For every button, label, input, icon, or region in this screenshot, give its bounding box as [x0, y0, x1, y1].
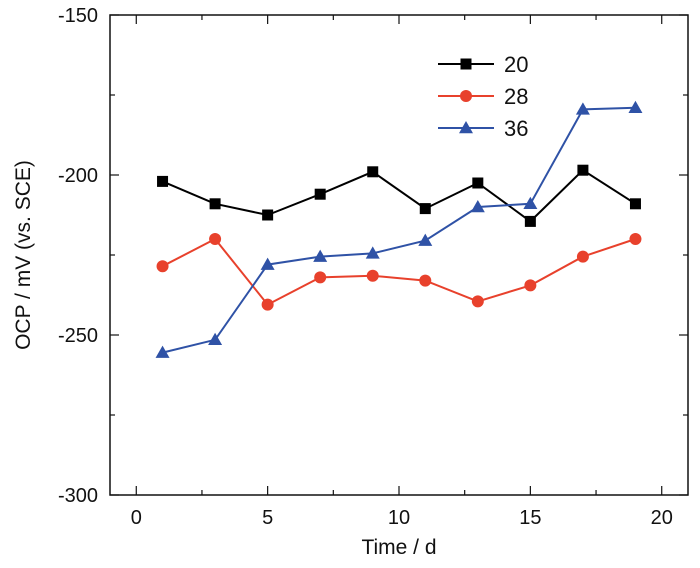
data-point-20 — [367, 166, 379, 178]
y-tick-label: -150 — [58, 5, 98, 27]
series-20 — [157, 164, 641, 227]
legend-label: 20 — [504, 52, 528, 77]
legend-entry-20: 20 — [438, 52, 528, 77]
series-line-20 — [162, 168, 636, 223]
series-36 — [155, 100, 643, 358]
data-point-28 — [629, 233, 642, 245]
data-point-28 — [366, 269, 379, 282]
data-point-20 — [577, 164, 589, 176]
data-point-36 — [365, 246, 380, 259]
series-layer — [155, 100, 643, 358]
legend-label: 36 — [504, 116, 528, 141]
data-point-28 — [419, 274, 432, 287]
data-point-36 — [575, 102, 590, 115]
data-point-36 — [523, 196, 538, 210]
legend-marker — [460, 90, 472, 102]
x-tick-label: 10 — [388, 507, 410, 529]
series-line-36 — [162, 106, 636, 354]
x-tick-label: 0 — [131, 507, 142, 529]
data-point-20 — [524, 215, 536, 227]
plot-frame — [109, 14, 689, 496]
data-point-36 — [260, 257, 275, 270]
data-point-36 — [208, 332, 223, 346]
series-28 — [156, 233, 642, 311]
data-point-20 — [314, 188, 326, 200]
tick-labels: 0 5 10 15 20 -300 -250 -200 -150 — [58, 5, 673, 529]
axis-ticks — [110, 14, 688, 496]
y-tick-label: -300 — [58, 485, 98, 507]
data-point-20 — [419, 203, 431, 215]
data-point-28 — [314, 271, 327, 284]
data-point-36 — [418, 233, 433, 246]
data-point-36 — [628, 100, 643, 114]
y-tick-label: -200 — [58, 165, 98, 187]
legend-marker — [459, 121, 473, 134]
data-point-20 — [472, 177, 484, 189]
x-tick-label: 20 — [651, 507, 673, 529]
data-point-28 — [209, 233, 222, 245]
data-point-28 — [524, 279, 537, 292]
data-point-28 — [471, 295, 484, 308]
legend-entry-28: 28 — [438, 84, 528, 109]
x-tick-label: 15 — [519, 507, 541, 529]
series-line-28 — [162, 237, 636, 306]
data-point-28 — [261, 298, 274, 311]
legend: 20 28 36 — [438, 52, 528, 141]
data-point-20 — [262, 209, 274, 221]
x-tick-label: 5 — [262, 507, 273, 529]
data-point-20 — [209, 198, 221, 210]
data-point-36 — [155, 345, 170, 358]
data-point-20 — [157, 175, 169, 187]
data-point-36 — [470, 200, 485, 213]
data-point-36 — [313, 249, 328, 262]
data-point-28 — [576, 250, 589, 263]
legend-label: 28 — [504, 84, 528, 109]
data-point-20 — [629, 198, 641, 210]
legend-marker — [460, 58, 472, 70]
data-point-28 — [156, 260, 169, 273]
y-tick-label: -250 — [58, 325, 98, 347]
legend-entry-36: 36 — [438, 116, 528, 141]
y-axis-label: OCP / mV (vs. SCE) — [12, 160, 35, 350]
x-axis-label: Time / d — [361, 536, 436, 559]
